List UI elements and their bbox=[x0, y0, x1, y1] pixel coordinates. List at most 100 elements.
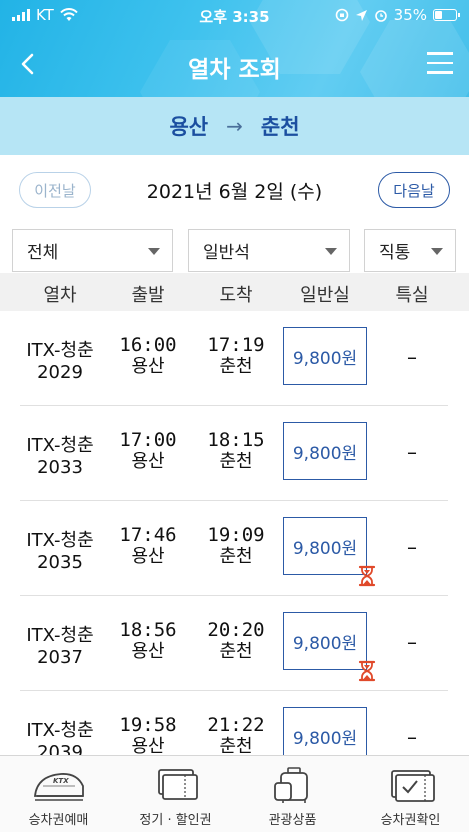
train-number: 2037 bbox=[37, 647, 83, 668]
caret-down-icon bbox=[431, 248, 443, 255]
row-divider bbox=[20, 405, 448, 406]
train-name: ITX-청춘 2033 bbox=[8, 435, 112, 479]
luggage-icon bbox=[273, 767, 308, 803]
arrival-time: 20:20 bbox=[207, 619, 265, 641]
pass-ticket-icon bbox=[157, 769, 198, 800]
train-service: ITX-청춘 bbox=[26, 625, 94, 646]
train-list[interactable]: ITX-청춘 2029 16:00 용산 17:19 춘천 9,800원 – ITX-청춘 203… bbox=[0, 311, 469, 755]
departure-time: 17:00 bbox=[119, 429, 177, 451]
svg-text:KTX: KTX bbox=[53, 777, 69, 785]
first-class-fare: – bbox=[407, 535, 417, 559]
train-row: ITX-청춘 2033 17:00 용산 18:15 춘천 9,800원 – bbox=[0, 406, 469, 501]
train-number: 2029 bbox=[37, 362, 83, 383]
standard-fare-button[interactable]: 9,800원 bbox=[283, 517, 367, 575]
departure-cell: 17:46 용산 bbox=[108, 524, 188, 568]
tab-label: 정기 · 할인권 bbox=[139, 813, 212, 828]
train-type-select[interactable]: 전체 bbox=[12, 229, 173, 272]
first-class-fare: – bbox=[407, 630, 417, 654]
ktx-train-icon: KTX bbox=[33, 773, 84, 801]
tab-label: 승차권예매 bbox=[28, 813, 89, 828]
ticket-check-icon bbox=[390, 770, 435, 802]
row-divider bbox=[20, 690, 448, 691]
train-number: 2033 bbox=[37, 457, 83, 478]
seat-class-select[interactable]: 일반석 bbox=[188, 229, 350, 272]
standard-fare-button[interactable]: 9,800원 bbox=[283, 422, 367, 480]
location-arrow-icon bbox=[355, 9, 367, 21]
train-row: ITX-청춘 2037 18:56 용산 20:20 춘천 9,800원 – bbox=[0, 596, 469, 691]
alarm-icon bbox=[374, 10, 387, 22]
route-summary: 용산 → 춘천 bbox=[0, 97, 469, 155]
route-arrow-icon: → bbox=[226, 114, 243, 138]
selected-date: 2021년 6월 2일 (수) bbox=[146, 181, 323, 203]
train-name: ITX-청춘 2039 bbox=[8, 720, 112, 755]
hamburger-menu-icon bbox=[427, 50, 453, 74]
departure-cell: 19:58 용산 bbox=[108, 714, 188, 755]
train-row: ITX-청춘 2035 17:46 용산 19:09 춘천 9,800원 – bbox=[0, 501, 469, 596]
back-button[interactable] bbox=[14, 50, 42, 78]
arrival-station: 춘천 bbox=[219, 641, 253, 662]
next-day-button[interactable]: 다음날 bbox=[378, 172, 450, 208]
standard-fare-button[interactable]: 9,800원 bbox=[283, 327, 367, 385]
column-header-departure: 출발 bbox=[131, 285, 165, 306]
carrier-label: KT bbox=[36, 6, 54, 24]
first-class-fare: – bbox=[407, 345, 417, 369]
chevron-left-icon bbox=[21, 53, 34, 75]
arrival-time: 17:19 bbox=[207, 334, 265, 356]
status-time: 오후 3:35 bbox=[199, 8, 270, 26]
status-bar: KT 오후 3:35 35% bbox=[0, 0, 469, 32]
arrival-time: 19:09 bbox=[207, 524, 265, 546]
departure-station: 용산 bbox=[131, 641, 165, 662]
arrival-station: 춘천 bbox=[219, 356, 253, 377]
filter-bar: 전체 일반석 직통 bbox=[0, 229, 469, 273]
standard-fare-button[interactable]: 9,800원 bbox=[283, 707, 367, 755]
hourglass-icon bbox=[358, 565, 376, 587]
page-title: 열차 조회 bbox=[188, 57, 281, 83]
tab-ticket-check[interactable]: 승차권확인 bbox=[352, 756, 469, 832]
tab-ticket-booking[interactable]: KTX 승차권예매 bbox=[0, 756, 117, 832]
column-header-arrival: 도착 bbox=[219, 285, 253, 306]
arrival-time: 21:22 bbox=[207, 714, 265, 736]
seat-class-value: 일반석 bbox=[203, 243, 250, 263]
arrival-cell: 21:22 춘천 bbox=[196, 714, 276, 755]
departure-time: 16:00 bbox=[119, 334, 177, 356]
arrival-cell: 20:20 춘천 bbox=[196, 619, 276, 663]
arrival-station: 춘천 bbox=[219, 736, 253, 755]
row-divider bbox=[20, 500, 448, 501]
battery-icon bbox=[433, 9, 460, 21]
wifi-icon bbox=[60, 8, 78, 21]
departure-time: 17:46 bbox=[119, 524, 177, 546]
column-header-first-class: 특실 bbox=[395, 285, 429, 306]
column-header-standard: 일반실 bbox=[300, 285, 350, 306]
arrival-time: 18:15 bbox=[207, 429, 265, 451]
standard-fare-button[interactable]: 9,800원 bbox=[283, 612, 367, 670]
train-number: 2035 bbox=[37, 552, 83, 573]
arrival-station: 춘천 bbox=[219, 451, 253, 472]
hourglass-icon bbox=[358, 660, 376, 682]
train-number: 2039 bbox=[37, 742, 83, 755]
table-header: 열차 출발 도착 일반실 특실 bbox=[0, 273, 469, 311]
arrival-station: 춘천 bbox=[219, 546, 253, 567]
arrival-cell: 19:09 춘천 bbox=[196, 524, 276, 568]
train-row: ITX-청춘 2039 19:58 용산 21:22 춘천 9,800원 – bbox=[0, 691, 469, 755]
train-row: ITX-청춘 2029 16:00 용산 17:19 춘천 9,800원 – bbox=[0, 311, 469, 406]
battery-percent: 35% bbox=[393, 6, 427, 24]
menu-button[interactable] bbox=[427, 50, 453, 76]
tab-tour-products[interactable]: 관광상품 bbox=[234, 756, 351, 832]
row-divider bbox=[20, 595, 448, 596]
first-class-fare: – bbox=[407, 725, 417, 749]
tab-pass-discount[interactable]: 정기 · 할인권 bbox=[117, 756, 234, 832]
train-service: ITX-청춘 bbox=[26, 435, 94, 456]
arrival-cell: 17:19 춘천 bbox=[196, 334, 276, 378]
caret-down-icon bbox=[148, 248, 160, 255]
previous-day-button[interactable]: 이전날 bbox=[19, 172, 91, 208]
departure-cell: 18:56 용산 bbox=[108, 619, 188, 663]
rotation-lock-icon bbox=[335, 8, 348, 22]
departure-cell: 17:00 용산 bbox=[108, 429, 188, 473]
train-service: ITX-청춘 bbox=[26, 530, 94, 551]
train-type-value: 전체 bbox=[27, 243, 59, 263]
departure-time: 18:56 bbox=[119, 619, 177, 641]
route-type-select[interactable]: 직통 bbox=[364, 229, 456, 272]
departure-time: 19:58 bbox=[119, 714, 177, 736]
departure-station: 용산 bbox=[131, 546, 165, 567]
first-class-fare: – bbox=[407, 440, 417, 464]
